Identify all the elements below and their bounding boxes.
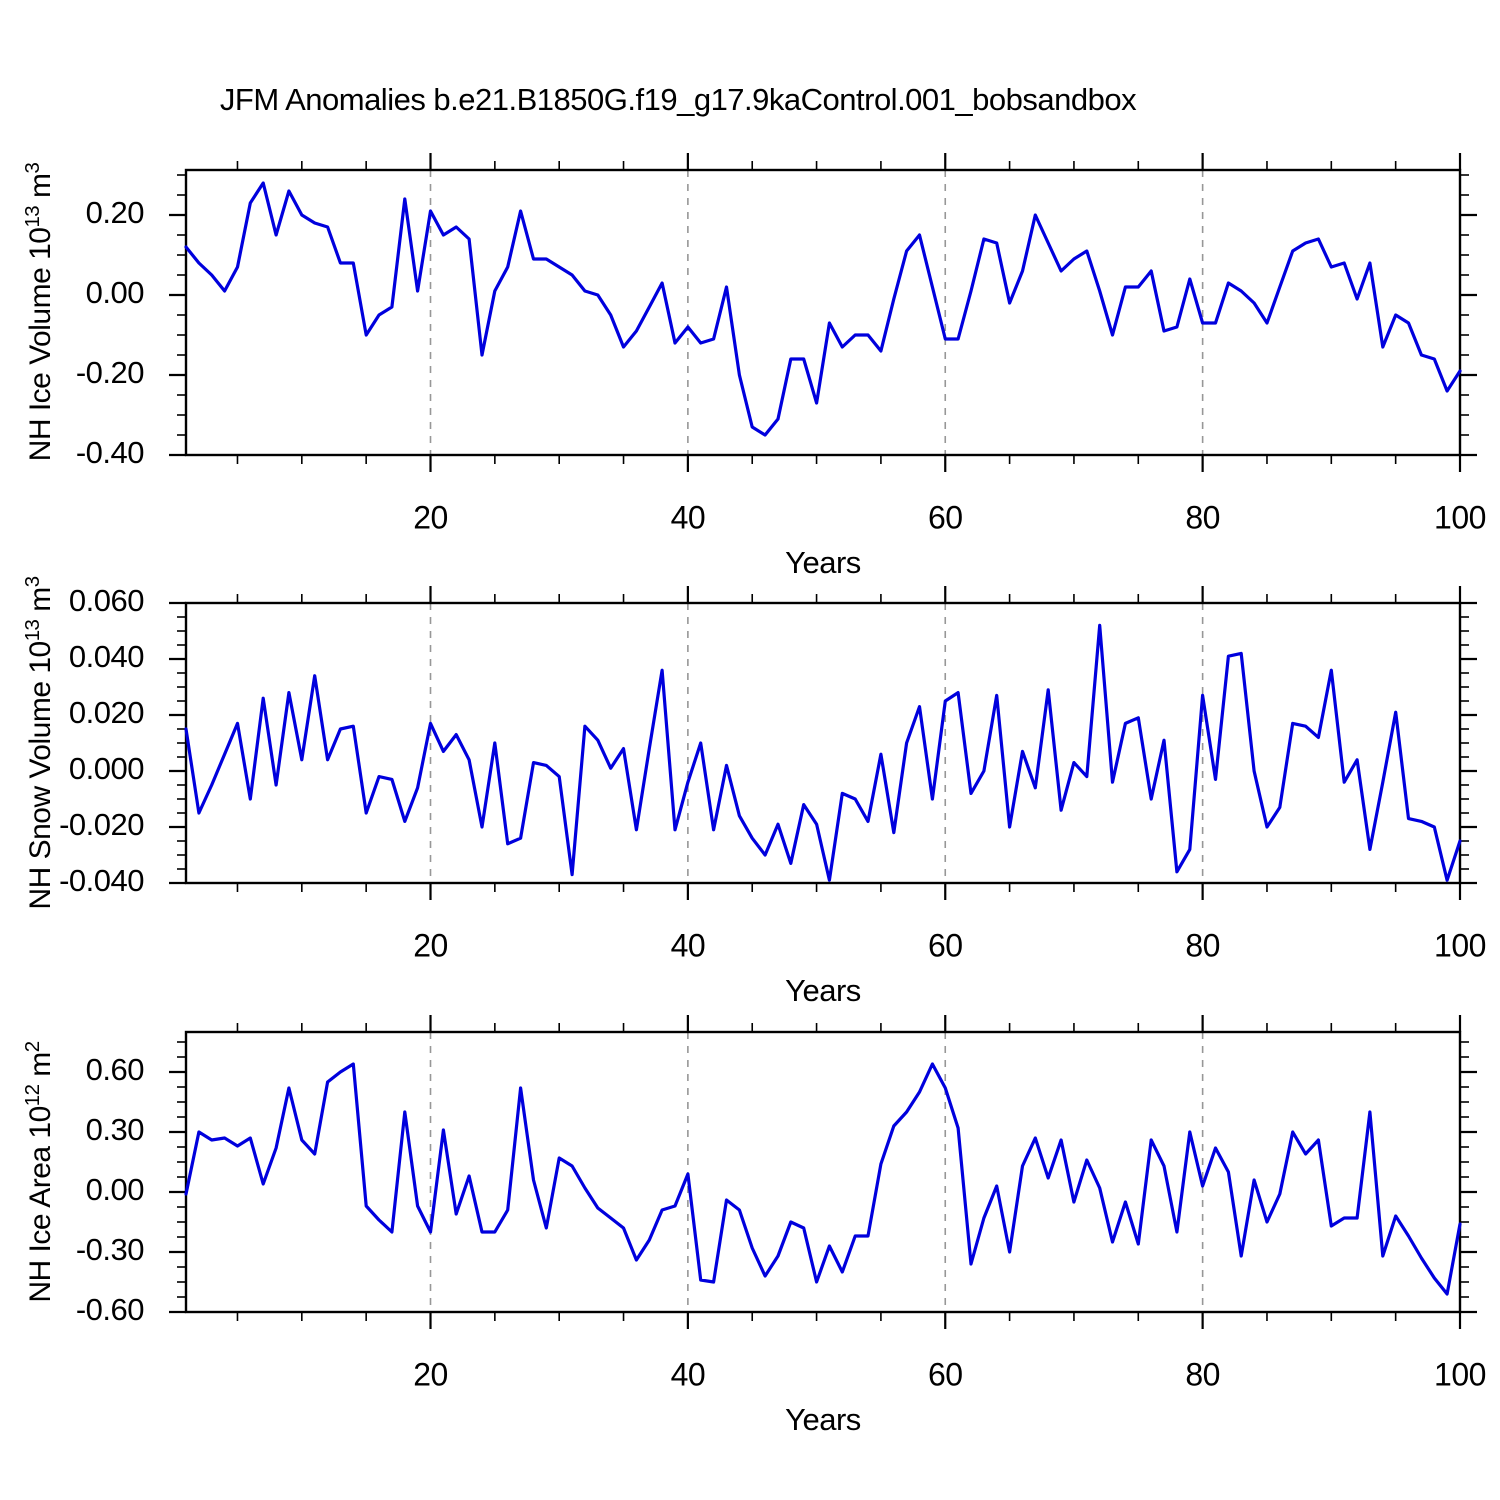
x-tick-label: 20 [413,1356,448,1392]
y-tick-label: 0.30 [86,1112,145,1147]
data-line-ice-volume [184,181,1462,437]
x-tick-label: 80 [1185,927,1220,963]
plot-box [184,168,1462,457]
panel-3: 20 40 60 80 100 Years 0.60 0.30 0.00 -0.30 -0.60 [76,1015,1486,1437]
x-tick-label: 80 [1185,499,1220,535]
y-tick-label: -0.020 [59,807,144,842]
x-axis-title: Years [785,545,861,580]
y-tick-label: 0.00 [86,1172,145,1207]
panel-1: 20 40 60 80 100 Years 0.20 0.00 -0.20 -0.40 [76,153,1486,580]
data-line-ice-area [184,1062,1462,1296]
plot-box [184,601,1462,885]
x-axis-title: Years [785,1402,861,1437]
data-line-snow-volume [184,623,1462,882]
chart-title: JFM Anomalies b.e21.B1850G.f19_g17.9kaCo… [219,82,1137,117]
y-tick-label: 0.020 [69,695,144,730]
y-tick-label: -0.40 [76,435,144,470]
panel-2: 20 40 60 80 100 Years 0.060 0.040 0.020 0.000 -0.0… [59,583,1486,1008]
x-tick-label: 60 [928,927,963,963]
x-tick-label: 60 [928,499,963,535]
x-tick-label: 40 [671,927,706,963]
y-tick-label: 0.00 [86,275,145,310]
x-tick-label: 100 [1434,1356,1486,1392]
y-tick-label: -0.20 [76,355,144,390]
x-tick-label: 40 [671,1356,706,1392]
y-tick-label: 0.040 [69,639,144,674]
y-tick-label: -0.30 [76,1232,144,1267]
x-tick-label: 100 [1434,499,1486,535]
x-tick-label: 80 [1185,1356,1220,1392]
x-tick-label: 20 [413,499,448,535]
y-tick-label: -0.040 [59,863,144,898]
y-tick-label: 0.60 [86,1052,145,1087]
x-axis-title: Years [785,973,861,1008]
y-tick-label: 0.060 [69,583,144,618]
x-tick-label: 20 [413,927,448,963]
x-tick-label: 100 [1434,927,1486,963]
x-tick-label: 40 [671,499,706,535]
y-tick-label: 0.000 [69,751,144,786]
plot-box [184,1030,1462,1314]
y-tick-label: -0.60 [76,1292,144,1327]
x-tick-label: 60 [928,1356,963,1392]
y-tick-label: 0.20 [86,195,145,230]
